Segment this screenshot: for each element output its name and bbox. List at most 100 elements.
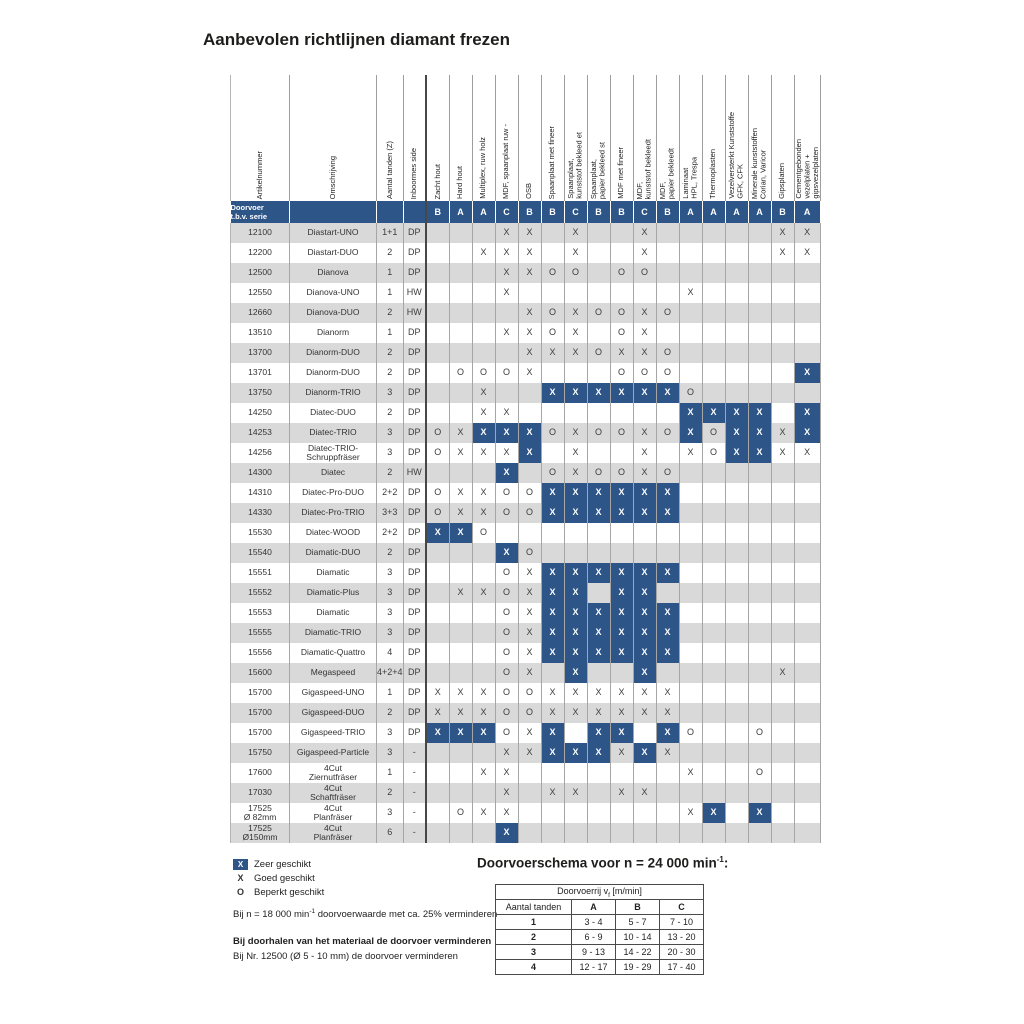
- teeth-count-cell: 4: [376, 643, 404, 663]
- doorvoer-series-letter: A: [725, 201, 749, 223]
- suitability-cell: [587, 443, 611, 463]
- material-column-header: Cementgebonden vezelplaten + gipsvezelpl…: [794, 75, 821, 201]
- suitability-cell: [794, 703, 821, 723]
- suitability-cell: O: [564, 263, 588, 283]
- legend-label: Beperkt geschikt: [254, 886, 325, 898]
- suitability-cell: [564, 523, 588, 543]
- article-number-cell: 17600: [230, 763, 290, 783]
- bore-cell: DP: [403, 523, 427, 543]
- suitability-cell: X: [449, 503, 473, 523]
- suitability-cell: X: [610, 723, 634, 743]
- table-row: 12550 Dianova-UNO 1 HW X X: [230, 283, 821, 303]
- suitability-cell: X: [495, 823, 519, 843]
- suitability-cell: [702, 303, 726, 323]
- teeth-count-cell: 2: [376, 703, 404, 723]
- material-column-header: Gipsplaten: [771, 75, 795, 201]
- suitability-cell: [541, 223, 565, 243]
- bore-cell: DP: [403, 343, 427, 363]
- schema-feed-cell: 7 - 10: [659, 914, 704, 930]
- schema-feed-cell: 17 - 40: [659, 959, 704, 975]
- suitability-cell: [587, 823, 611, 843]
- table-row: 15540 Diamatic-DUO 2 DP X O: [230, 543, 821, 563]
- article-number-cell: 15700: [230, 683, 290, 703]
- suitability-cell: O: [587, 343, 611, 363]
- suitability-cell: X: [495, 803, 519, 823]
- suitability-cell: [725, 243, 749, 263]
- legend: X Zeer geschikt X Goed geschikt O Beperkt ges…: [233, 858, 324, 900]
- suitability-cell: [771, 463, 795, 483]
- suitability-cell: [794, 643, 821, 663]
- suitability-cell: [425, 323, 450, 343]
- suitability-cell: [748, 223, 772, 243]
- suitability-cell: X: [495, 783, 519, 803]
- suitability-cell: X: [656, 503, 680, 523]
- suitability-cell: X: [633, 343, 657, 363]
- suitability-cell: X: [702, 803, 726, 823]
- description-cell: Diatec-Pro-TRIO: [289, 503, 377, 523]
- suitability-cell: [679, 603, 703, 623]
- suitability-cell: O: [702, 443, 726, 463]
- suitability-cell: [794, 803, 821, 823]
- material-column-header: Vezelversterkt Kunststoffe GFK, CFK: [725, 75, 749, 201]
- suitability-cell: X: [656, 683, 680, 703]
- suitability-cell: [610, 283, 634, 303]
- suitability-cell: [679, 543, 703, 563]
- teeth-count-cell: 3: [376, 583, 404, 603]
- suitability-cell: [518, 463, 542, 483]
- table-row: 17525 Ø 82mm 4Cut Planfräser 3- O X X X X X: [230, 803, 821, 823]
- suitability-cell: [794, 783, 821, 803]
- suitability-cell: [587, 543, 611, 563]
- suitability-cell: [656, 523, 680, 543]
- suitability-cell: [702, 223, 726, 243]
- suitability-cell: X: [564, 623, 588, 643]
- suitability-cell: X: [725, 423, 749, 443]
- suitability-cell: X: [449, 703, 473, 723]
- suitability-cell: [425, 363, 450, 383]
- suitability-cell: [518, 783, 542, 803]
- suitability-cell: X: [794, 223, 821, 243]
- suitability-cell: X: [771, 443, 795, 463]
- suitability-cell: X: [610, 383, 634, 403]
- suitability-cell: X: [518, 663, 542, 683]
- suitability-cell: X: [656, 483, 680, 503]
- material-column-header: Spaanplaat, kunststof bekleed et: [564, 75, 588, 201]
- suitability-cell: [425, 583, 450, 603]
- suitability-cell: X: [587, 563, 611, 583]
- matrix-header-row: Artikelnummer Omschrijving Aantal tanden (…: [230, 75, 821, 201]
- description-cell: 4Cut Ziernutfräser: [289, 763, 377, 783]
- suitability-cell: X: [679, 423, 703, 443]
- suitability-cell: X: [610, 623, 634, 643]
- suitability-cell: X: [518, 323, 542, 343]
- doorvoer-series-letter: B: [518, 201, 542, 223]
- description-cell: Dianova: [289, 263, 377, 283]
- suitability-cell: X: [656, 703, 680, 723]
- suitability-cell: [633, 803, 657, 823]
- doorvoer-series-letter: C: [495, 201, 519, 223]
- suitability-cell: X: [633, 663, 657, 683]
- suitability-cell: [794, 463, 821, 483]
- suitability-cell: X: [495, 223, 519, 243]
- suitability-cell: O: [518, 483, 542, 503]
- bore-cell: HW: [403, 303, 427, 323]
- bore-cell: DP: [403, 703, 427, 723]
- bore-cell: DP: [403, 543, 427, 563]
- description-cell: Dianorm-DUO: [289, 343, 377, 363]
- suitability-cell: X: [633, 683, 657, 703]
- suitability-cell: [472, 343, 496, 363]
- suitability-cell: [771, 723, 795, 743]
- schema-teeth-cell: 1: [495, 914, 572, 930]
- suitability-cell: [702, 763, 726, 783]
- suitability-cell: X: [610, 603, 634, 623]
- suitability-cell: [633, 403, 657, 423]
- suitability-cell: [679, 263, 703, 283]
- description-cell: Dianova-DUO: [289, 303, 377, 323]
- suitability-cell: [679, 483, 703, 503]
- teeth-count-cell: 1: [376, 263, 404, 283]
- suitability-cell: O: [495, 563, 519, 583]
- left-column-header-label: Inboormes side: [409, 147, 419, 199]
- suitability-cell: X: [472, 483, 496, 503]
- suitability-cell: [610, 243, 634, 263]
- suitability-cell: [656, 763, 680, 783]
- bore-cell: DP: [403, 723, 427, 743]
- table-row: 15700 Gigaspeed-TRIO 3 DP X X X O X X X X X O O: [230, 723, 821, 743]
